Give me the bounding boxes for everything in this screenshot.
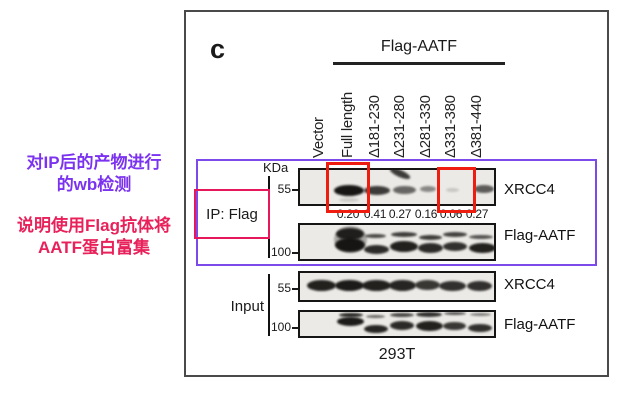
protein-band [388, 280, 416, 291]
protein-band [336, 317, 364, 326]
protein-band [391, 232, 417, 237]
protein-band [416, 312, 442, 317]
blot-ip-flag-aatf [298, 223, 496, 261]
annotation-line: AATF蛋白富集 [37, 238, 151, 257]
protein-band [418, 235, 442, 240]
protein-band [444, 312, 466, 315]
lane-label: Δ381-440 [468, 95, 485, 158]
protein-band [390, 321, 414, 330]
protein-band [443, 232, 467, 237]
protein-band [336, 228, 364, 240]
protein-band [445, 188, 459, 192]
quant-value: 0.16 [414, 207, 438, 221]
mw-marker: 55 [277, 281, 291, 295]
ip-flag-box: IP: Flag [194, 189, 270, 239]
target-label-flag-aatf: Flag-AATF [504, 227, 576, 244]
highlight-box-delta-331-380 [437, 167, 476, 213]
protein-band [364, 325, 388, 333]
protein-band [468, 324, 492, 332]
input-group-label: Input [230, 298, 264, 315]
lane-label: Vector [310, 117, 327, 158]
protein-band [364, 186, 390, 195]
annotation-line: 对IP后的产物进行 [26, 153, 162, 172]
protein-band [474, 185, 494, 193]
protein-band [339, 198, 359, 202]
protein-band [468, 243, 494, 253]
protein-band [438, 281, 466, 291]
protein-band [466, 281, 492, 291]
annotation-line: 说明使用Flag抗体将 [17, 216, 171, 235]
quant-value: 0.27 [388, 207, 412, 221]
protein-band [390, 313, 414, 317]
mw-tick [292, 252, 298, 254]
protein-band [443, 242, 467, 251]
mw-marker: 100 [270, 245, 291, 259]
lane-label: Δ281-330 [417, 95, 434, 158]
annotation-line: 的wb检测 [56, 175, 132, 194]
protein-band [415, 321, 443, 331]
input-group-bracket [268, 274, 270, 336]
protein-band [417, 243, 443, 253]
lane-label: Full length [339, 92, 356, 158]
annotation-note-enrichment: 说明使用Flag抗体将 AATF蛋白富集 [0, 215, 188, 259]
protein-band [469, 235, 493, 239]
kda-label: KDa [263, 160, 289, 175]
annotation-note-wb: 对IP后的产物进行 的wb检测 [0, 152, 188, 196]
protein-band [306, 280, 336, 291]
protein-band [420, 186, 436, 192]
protein-band [390, 241, 418, 252]
protein-band [361, 280, 391, 291]
mw-marker: 100 [270, 320, 291, 334]
panel-letter: c [210, 34, 226, 64]
lane-label: Δ181-230 [366, 95, 383, 158]
blot-input-flag-aatf [298, 310, 496, 338]
protein-band [392, 186, 416, 194]
mw-tick [292, 189, 298, 191]
mw-tick [292, 327, 298, 329]
protein-band [469, 313, 491, 316]
protein-band [442, 322, 466, 330]
protein-band [365, 315, 385, 318]
protein-band [334, 185, 364, 196]
protein-band [339, 313, 363, 317]
wb-annotation-box [196, 159, 597, 266]
protein-band [334, 280, 364, 291]
lane-label: Δ231-280 [391, 95, 408, 158]
header-underline [333, 62, 505, 65]
protein-band [335, 238, 365, 252]
target-label-flag-aatf: Flag-AATF [504, 316, 576, 333]
blot-input-xrcc4 [298, 271, 496, 302]
blot-ip-xrcc4 [298, 168, 496, 206]
protein-band [414, 280, 440, 290]
mw-marker: 55 [277, 182, 291, 196]
lane-label: Δ331-380 [442, 95, 459, 158]
protein-band [363, 245, 389, 254]
target-label-xrcc4: XRCC4 [504, 181, 555, 198]
target-label-xrcc4: XRCC4 [504, 276, 555, 293]
mw-tick [292, 288, 298, 290]
highlight-box-full-length [326, 162, 370, 213]
protein-band [364, 234, 386, 238]
construct-header: Flag-AATF [380, 38, 458, 55]
protein-band [333, 226, 367, 253]
cell-line-label: 293T [378, 346, 416, 363]
ip-flag-label: IP: Flag [206, 205, 258, 223]
